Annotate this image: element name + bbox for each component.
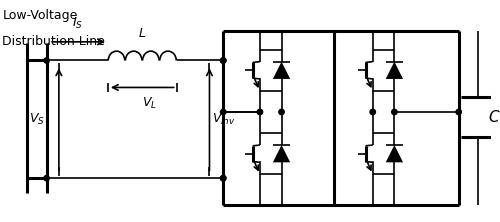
- Circle shape: [44, 176, 50, 181]
- Circle shape: [220, 176, 226, 181]
- Circle shape: [257, 109, 262, 115]
- Circle shape: [220, 176, 226, 181]
- Text: Distribution Line: Distribution Line: [2, 36, 106, 48]
- Circle shape: [220, 58, 226, 63]
- Circle shape: [392, 109, 397, 115]
- Circle shape: [44, 58, 50, 63]
- Text: Low-Voltage: Low-Voltage: [2, 10, 78, 22]
- Polygon shape: [273, 145, 290, 162]
- Circle shape: [220, 109, 226, 115]
- Polygon shape: [386, 62, 403, 79]
- Text: $V_{inv}$: $V_{inv}$: [212, 112, 236, 127]
- Polygon shape: [273, 62, 290, 79]
- Text: $L$: $L$: [138, 27, 146, 40]
- Circle shape: [370, 109, 376, 115]
- Polygon shape: [386, 145, 403, 162]
- Circle shape: [279, 109, 284, 115]
- Text: $C$: $C$: [488, 109, 500, 125]
- Text: $I_S$: $I_S$: [72, 16, 83, 31]
- Circle shape: [220, 58, 226, 63]
- Circle shape: [456, 109, 462, 115]
- Text: $V_L$: $V_L$: [142, 96, 157, 111]
- Text: $V_S$: $V_S$: [30, 112, 45, 127]
